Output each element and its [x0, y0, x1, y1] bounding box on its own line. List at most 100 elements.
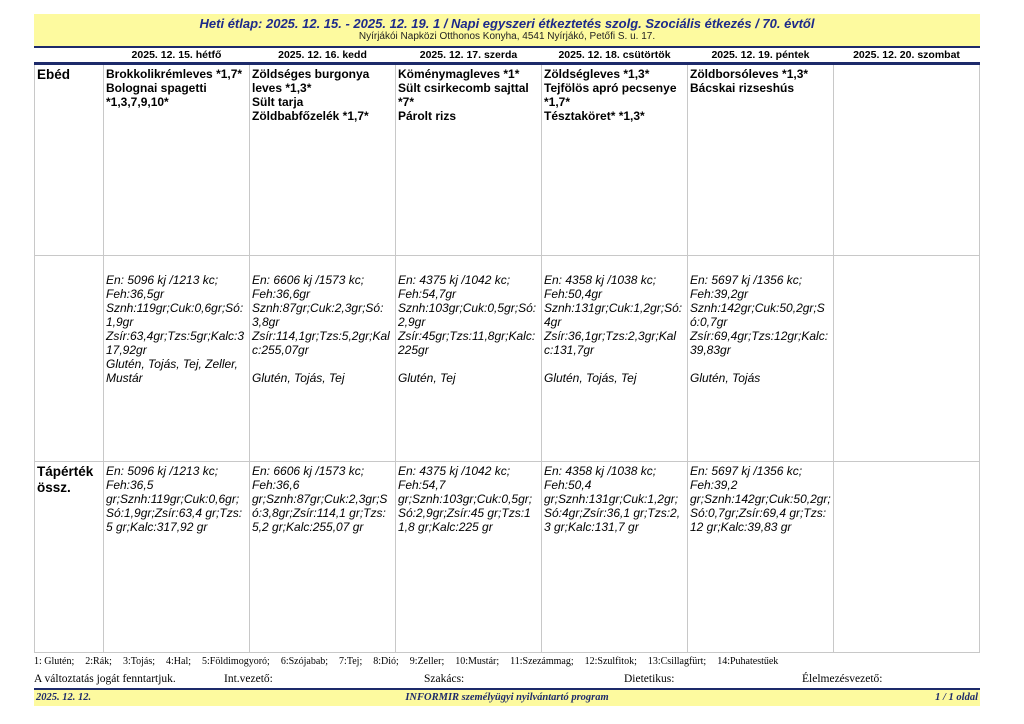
- summary-rest: gr;Sznh:103gr;Cuk:0,5gr;Só:2,9gr;Zsír:45…: [398, 492, 533, 534]
- footer-program: INFORMIR személyügyi nyilvántartó progra…: [405, 692, 609, 703]
- nutrition-line3: Zsír:36,1gr;Tzs:2,3gr;Kalc:131,7gr: [544, 329, 677, 357]
- summary-protein: Feh:36,6: [252, 478, 300, 492]
- catering-signature: Élelmezésvezető:: [802, 673, 883, 685]
- nutrition-cell: [833, 255, 980, 462]
- allergens: Glutén, Tojás: [690, 371, 761, 385]
- nutrition-line3: Zsír:69,4gr;Tzs:12gr;Kalc:39,83gr: [690, 329, 829, 357]
- summary-rest: gr;Sznh:131gr;Cuk:1,2gr;Só:4gr;Zsír:36,1…: [544, 492, 681, 534]
- summary-energy: En: 4358 kj /1038 kc;: [544, 464, 657, 478]
- nutrition-line2: Sznh:119gr;Cuk:0,6gr;Só:1,9gr: [106, 301, 244, 329]
- day-header: 2025. 12. 18. csütörtök: [541, 48, 688, 65]
- menu-table: 2025. 12. 15. hétfő 2025. 12. 16. kedd 202…: [34, 48, 980, 653]
- nutrition-line2: Sznh:131gr;Cuk:1,2gr;Só:4gr: [544, 301, 683, 329]
- nutrition-energy: En: 4358 kj /1038 kc;: [544, 273, 657, 287]
- dish: Tésztaköret* *1,3*: [544, 109, 645, 123]
- footer-date: 2025. 12. 12.: [36, 692, 92, 703]
- lunch-cell: Köménymagleves *1* Sült csirkecomb sajtta…: [395, 63, 542, 256]
- nutrition-line2: Sznh:142gr;Cuk:50,2gr;Só:0,7gr: [690, 301, 825, 329]
- dish: Sült csirkecomb sajttal *7*: [398, 81, 529, 109]
- allergen-legend-item: 5:Földimogyoró;: [202, 656, 270, 667]
- summary-cell: En: 6606 kj /1573 kc; Feh:36,6 gr;Sznh:87g…: [249, 461, 396, 653]
- summary-protein: Feh:54,7: [398, 478, 446, 492]
- manager-signature: Int.vezető:: [224, 673, 273, 685]
- summary-cell: En: 4358 kj /1038 kc; Feh:50,4 gr;Sznh:131…: [541, 461, 688, 653]
- lunch-cell: Zöldségleves *1,3* Tejfölös apró pecsenye…: [541, 63, 688, 256]
- day-header: 2025. 12. 20. szombat: [833, 48, 980, 65]
- report-title: Heti étlap: 2025. 12. 15. - 2025. 12. 19…: [199, 16, 815, 31]
- summary-cell: En: 5096 kj /1213 kc; Feh:36,5 gr;Sznh:119…: [103, 461, 250, 653]
- summary-rest: gr;Sznh:142gr;Cuk:50,2gr;Só:0,7gr;Zsír:6…: [690, 492, 831, 534]
- dish: Zöldségleves *1,3*: [544, 67, 650, 81]
- allergen-legend-item: 13:Csillagfürt;: [647, 656, 707, 667]
- allergens: Glutén, Tojás, Tej, Zeller, Mustár: [106, 357, 238, 385]
- report-subtitle: Nyírjákói Napközi Otthonos Konyha, 4541 …: [358, 31, 656, 42]
- nutrition-cell: En: 6606 kj /1573 kc; Feh:36,6gr Sznh:87gr…: [249, 255, 396, 462]
- summary-rest: gr;Sznh:87gr;Cuk:2,3gr;Só:3,8gr;Zsír:114…: [252, 492, 388, 534]
- nutrition-cell: En: 4358 kj /1038 kc; Feh:50,4gr Sznh:131g…: [541, 255, 688, 462]
- nutrition-protein: Feh:54,7gr: [398, 287, 457, 301]
- summary-protein: Feh:50,4: [544, 478, 592, 492]
- nutrition-energy: En: 4375 kj /1042 kc;: [398, 273, 511, 287]
- row-label-summary: Tápérték össz.: [34, 461, 104, 653]
- dish: Zöldborsóleves *1,3*: [690, 67, 809, 81]
- allergen-legend-item: 7:Tej;: [339, 656, 363, 667]
- row-label-empty: [34, 255, 104, 462]
- nutrition-protein: Feh:50,4gr: [544, 287, 603, 301]
- nutrition-energy: En: 6606 kj /1573 kc;: [252, 273, 365, 287]
- allergen-legend-item: 12:Szulfitok;: [584, 656, 637, 667]
- dietitian-signature: Dietetikus:: [624, 673, 675, 685]
- dish: Zöldbabfőzelék *1,7*: [252, 109, 369, 123]
- nutrition-line2: Sznh:87gr;Cuk:2,3gr;Só:3,8gr: [252, 301, 384, 329]
- summary-rest: gr;Sznh:119gr;Cuk:0,6gr;Só:1,9gr;Zsír:63…: [106, 492, 243, 534]
- allergens: Glutén, Tojás, Tej: [544, 371, 637, 385]
- corner-header: [34, 48, 104, 65]
- day-header: 2025. 12. 17. szerda: [395, 48, 542, 65]
- dish: Brokkolikrémleves *1,7*: [106, 67, 243, 81]
- allergens: Glutén, Tej: [398, 371, 456, 385]
- summary-energy: En: 5697 kj /1356 kc;: [690, 464, 803, 478]
- summary-cell: En: 5697 kj /1356 kc; Feh:39,2 gr;Sznh:142…: [687, 461, 834, 653]
- footer-page: 1 / 1 oldal: [935, 692, 978, 703]
- allergen-legend-item: 1: Glutén;: [34, 656, 75, 667]
- nutrition-line3: Zsír:45gr;Tzs:11,8gr;Kalc:225gr: [398, 329, 536, 357]
- day-header: 2025. 12. 15. hétfő: [103, 48, 250, 65]
- dish: Bácskai rizseshús: [690, 81, 795, 95]
- summary-protein: Feh:36,5: [106, 478, 154, 492]
- nutrition-cell: En: 5096 kj /1213 kc; Feh:36,5gr Sznh:119g…: [103, 255, 250, 462]
- header-divider: [34, 46, 980, 48]
- cook-signature: Szakács:: [424, 673, 465, 685]
- nutrition-energy: En: 5697 kj /1356 kc;: [690, 273, 803, 287]
- dish: Tejfölös apró pecsenye *1,7*: [544, 81, 677, 109]
- nutrition-line3: Zsír:63,4gr;Tzs:5gr;Kalc:317,92gr: [106, 329, 245, 357]
- summary-energy: En: 5096 kj /1213 kc;: [106, 464, 219, 478]
- nutrition-protein: Feh:39,2gr: [690, 287, 749, 301]
- report-header: Heti étlap: 2025. 12. 15. - 2025. 12. 19…: [34, 14, 980, 46]
- nutrition-cell: En: 5697 kj /1356 kc; Feh:39,2gr Sznh:142g…: [687, 255, 834, 462]
- allergen-legend-item: 2:Rák;: [85, 656, 112, 667]
- allergen-legend-item: 11:Szezámmag;: [510, 656, 574, 667]
- summary-protein: Feh:39,2: [690, 478, 738, 492]
- nutrition-energy: En: 5096 kj /1213 kc;: [106, 273, 219, 287]
- lunch-cell: Zöldséges burgonya leves *1,3* Sült tarja…: [249, 63, 396, 256]
- lunch-cell: Brokkolikrémleves *1,7* Bolognai spagetti…: [103, 63, 250, 256]
- allergen-legend-item: 10:Mustár;: [455, 656, 500, 667]
- day-header: 2025. 12. 19. péntek: [687, 48, 834, 65]
- dish: Bolognai spagetti *1,3,7,9,10*: [106, 81, 207, 109]
- nutrition-line3: Zsír:114,1gr;Tzs:5,2gr;Kalc:255,07gr: [252, 329, 390, 357]
- nutrition-protein: Feh:36,5gr: [106, 287, 165, 301]
- summary-energy: En: 4375 kj /1042 kc;: [398, 464, 511, 478]
- allergen-legend-item: 8:Dió;: [373, 656, 399, 667]
- dish: Zöldséges burgonya leves *1,3*: [252, 67, 370, 95]
- allergens: Glutén, Tojás, Tej: [252, 371, 345, 385]
- allergen-legend-item: 4:Hal;: [166, 656, 192, 667]
- lunch-cell: Zöldborsóleves *1,3* Bácskai rizseshús: [687, 63, 834, 256]
- nutrition-cell: En: 4375 kj /1042 kc; Feh:54,7gr Sznh:103g…: [395, 255, 542, 462]
- lunch-cell: [833, 63, 980, 256]
- allergen-legend-item: 9:Zeller;: [409, 656, 445, 667]
- allergen-legend-item: 14:Puhatestűek: [717, 656, 779, 667]
- summary-cell: En: 4375 kj /1042 kc; Feh:54,7 gr;Sznh:103…: [395, 461, 542, 653]
- nutrition-protein: Feh:36,6gr: [252, 287, 311, 301]
- dish: Sült tarja: [252, 95, 304, 109]
- footer: 2025. 12. 12. INFORMIR személyügyi nyilv…: [34, 688, 980, 706]
- dish: Párolt rizs: [398, 109, 457, 123]
